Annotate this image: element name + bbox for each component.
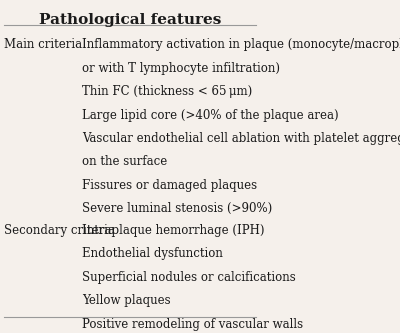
Text: Superficial nodules or calcifications: Superficial nodules or calcifications [82, 271, 296, 284]
Text: Large lipid core (>40% of the plaque area): Large lipid core (>40% of the plaque are… [82, 109, 339, 122]
Text: Yellow plaques: Yellow plaques [82, 294, 171, 307]
Text: Positive remodeling of vascular walls: Positive remodeling of vascular walls [82, 318, 304, 331]
Text: Pathological features: Pathological features [39, 13, 221, 27]
Text: Endothelial dysfunction: Endothelial dysfunction [82, 247, 223, 260]
Text: Vascular endothelial cell ablation with platelet aggregation: Vascular endothelial cell ablation with … [82, 132, 400, 145]
Text: on the surface: on the surface [82, 156, 168, 168]
Text: Inflammatory activation in plaque (monocyte/macrophage: Inflammatory activation in plaque (monoc… [82, 38, 400, 51]
Text: Fissures or damaged plaques: Fissures or damaged plaques [82, 179, 258, 192]
Text: Main criteria: Main criteria [4, 38, 82, 51]
Text: Intraplaque hemorrhage (IPH): Intraplaque hemorrhage (IPH) [82, 224, 265, 237]
Text: or with T lymphocyte infiltration): or with T lymphocyte infiltration) [82, 62, 280, 75]
Text: Severe luminal stenosis (>90%): Severe luminal stenosis (>90%) [82, 202, 272, 215]
Text: Thin FC (thickness < 65 μm): Thin FC (thickness < 65 μm) [82, 85, 252, 98]
Text: Secondary criteria: Secondary criteria [4, 224, 115, 237]
